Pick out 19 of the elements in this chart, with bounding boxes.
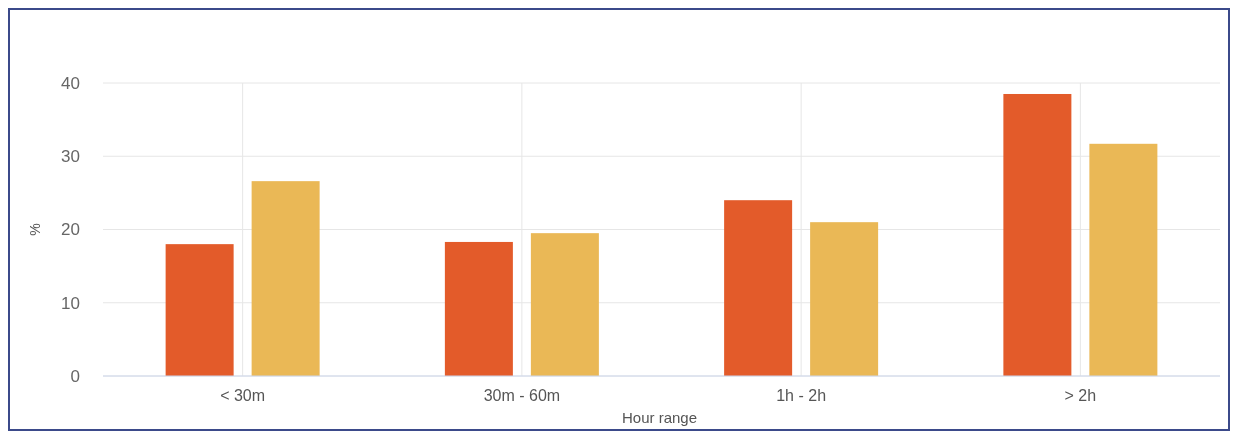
y-tick-label: 0	[70, 366, 80, 386]
bar	[1003, 93, 1072, 376]
bar	[165, 244, 234, 376]
bar	[530, 233, 599, 376]
x-tick-label: 30m - 60m	[483, 387, 561, 404]
y-tick-label: 40	[61, 73, 80, 93]
y-axis-title: %	[27, 223, 43, 236]
y-tick-label: 20	[61, 220, 80, 240]
y-tick-label: 10	[61, 293, 80, 313]
bar	[810, 222, 879, 376]
bar	[724, 200, 793, 376]
x-tick-label: 1h - 2h	[776, 387, 827, 404]
x-axis-title: Hour range	[621, 409, 698, 426]
x-tick-label: < 30m	[220, 387, 266, 404]
x-tick-label: > 2h	[1064, 387, 1097, 404]
bar	[444, 241, 513, 376]
y-tick-label: 30	[61, 147, 80, 167]
bar	[1089, 143, 1158, 376]
bar	[251, 181, 320, 376]
